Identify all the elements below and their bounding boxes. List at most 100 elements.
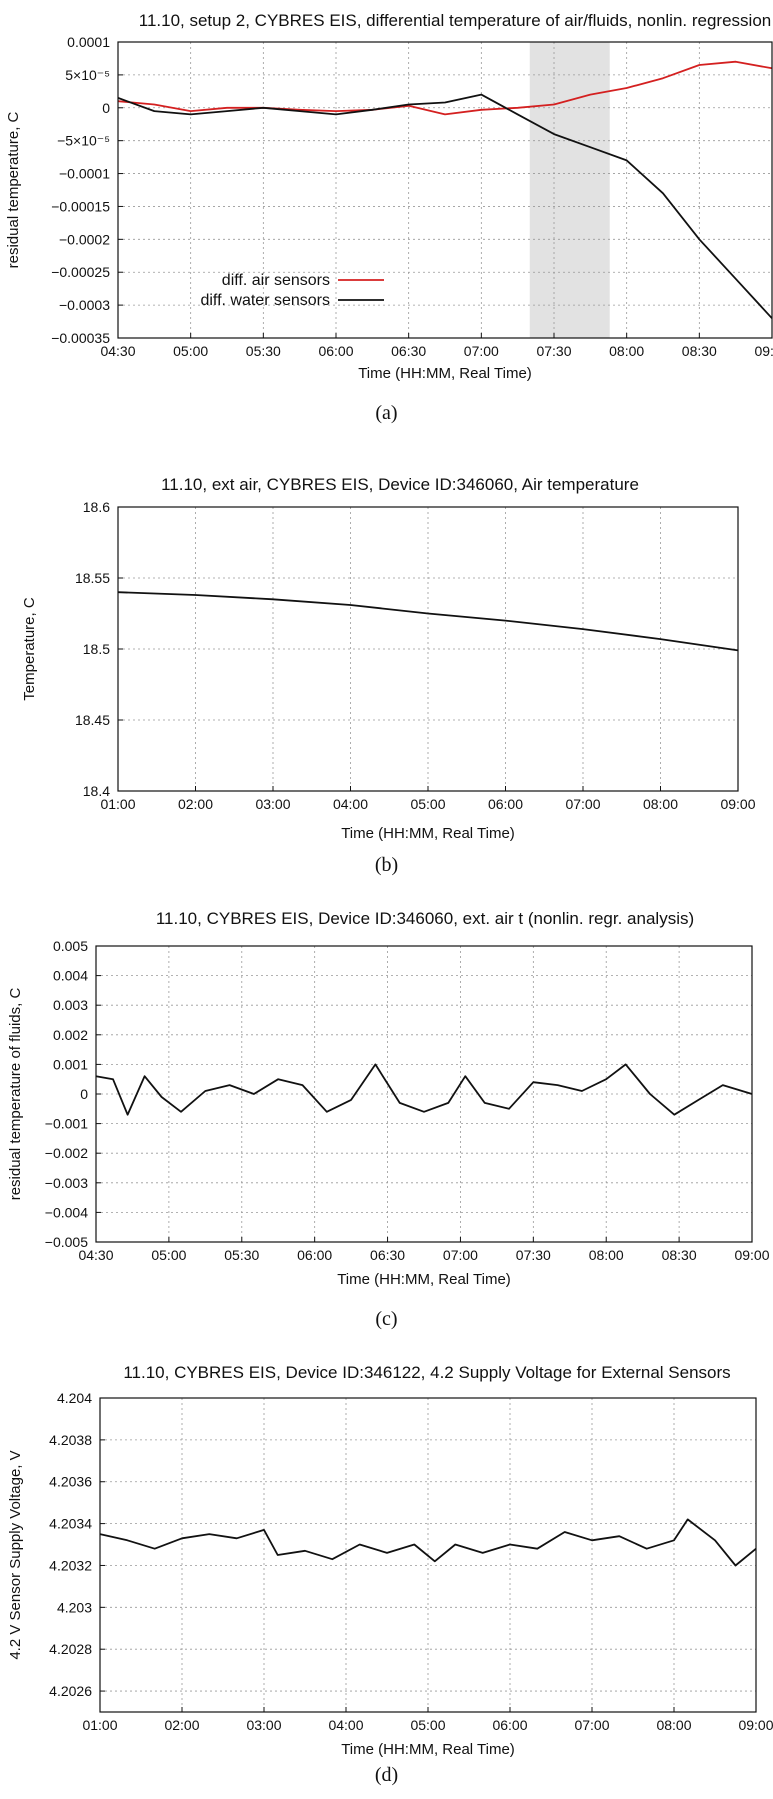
series-line-1 — [117, 93, 773, 319]
x-tick-label: 01:00 — [82, 1717, 117, 1733]
x-tick-label: 09:00 — [754, 343, 773, 359]
y-tick-label: −0.005 — [45, 1234, 88, 1250]
chart-a-title: 11.10, setup 2, CYBRES EIS, differential… — [139, 11, 772, 30]
x-tick-label: 06:30 — [370, 1247, 405, 1263]
y-axis-label: Temperature, C — [21, 597, 38, 701]
series-line-0 — [117, 60, 773, 116]
y-tick-label: 0 — [102, 100, 110, 116]
x-tick-label: 05:30 — [246, 343, 281, 359]
series-line-0 — [117, 591, 739, 652]
x-tick-label: 08:00 — [609, 343, 644, 359]
y-axis-label: residual temperature, C — [5, 111, 22, 268]
chart-a-caption: (a) — [375, 402, 398, 424]
shaded-region — [529, 42, 610, 338]
y-tick-label: −0.0001 — [59, 166, 110, 182]
y-tick-label: 4.2028 — [49, 1641, 92, 1657]
x-tick-label: 07:30 — [536, 343, 571, 359]
x-tick-label: 08:00 — [656, 1717, 691, 1733]
plot-frame — [117, 506, 739, 792]
y-tick-label: −0.002 — [45, 1145, 88, 1161]
x-tick-label: 06:00 — [297, 1247, 332, 1263]
x-axis-label: Time (HH:MM, Real Time) — [341, 825, 515, 842]
x-axis-label: Time (HH:MM, Real Time) — [337, 1271, 511, 1288]
x-axis-label: Time (HH:MM, Real Time) — [341, 1741, 515, 1758]
x-tick-label: 07:00 — [574, 1717, 609, 1733]
y-tick-label: −0.0003 — [59, 297, 110, 313]
x-tick-label: 06:00 — [492, 1717, 527, 1733]
chart-panel-b: 11.10, ext air, CYBRES EIS, Device ID:34… — [0, 432, 773, 888]
y-tick-label: 4.203 — [57, 1599, 92, 1615]
chart-b-caption: (b) — [374, 854, 399, 876]
y-tick-label: −0.00035 — [51, 330, 110, 346]
y-tick-label: 4.204 — [57, 1390, 92, 1406]
y-tick-label: 0.002 — [53, 1027, 88, 1043]
chart-a-svg: 11.10, setup 2, CYBRES EIS, differential… — [5, 11, 773, 382]
x-tick-label: 06:00 — [488, 796, 523, 812]
y-tick-label: 18.55 — [75, 570, 110, 586]
x-tick-label: 03:00 — [255, 796, 290, 812]
chart-d-title: 11.10, CYBRES EIS, Device ID:346122, 4.2… — [123, 1363, 730, 1382]
x-tick-label: 09:00 — [720, 796, 755, 812]
x-tick-label: 09:00 — [734, 1247, 769, 1263]
x-axis-label: Time (HH:MM, Real Time) — [358, 365, 532, 382]
chart-c-title: 11.10, CYBRES EIS, Device ID:346060, ext… — [156, 909, 694, 928]
x-tick-label: 08:00 — [589, 1247, 624, 1263]
x-tick-label: 08:30 — [682, 343, 717, 359]
chart-d-caption: (d) — [374, 1764, 399, 1786]
x-tick-label: 08:30 — [662, 1247, 697, 1263]
x-tick-label: 07:30 — [516, 1247, 551, 1263]
x-tick-label: 04:00 — [333, 796, 368, 812]
x-tick-label: 02:00 — [164, 1717, 199, 1733]
y-tick-label: 0.004 — [53, 968, 88, 984]
chart-c-caption: (c) — [375, 1308, 398, 1330]
chart-c-svg: 11.10, CYBRES EIS, Device ID:346060, ext… — [7, 909, 770, 1288]
x-tick-label: 06:30 — [391, 343, 426, 359]
y-tick-label: 0 — [80, 1086, 88, 1102]
chart-panel-a: 11.10, setup 2, CYBRES EIS, differential… — [0, 0, 773, 432]
y-tick-label: 0.0001 — [67, 34, 110, 50]
y-tick-label: 18.4 — [83, 783, 110, 799]
y-tick-label: 4.2026 — [49, 1683, 92, 1699]
chart-panel-d: 11.10, CYBRES EIS, Device ID:346122, 4.2… — [0, 1332, 773, 1799]
y-axis-label: 4.2 V Sensor Supply Voltage, V — [7, 1450, 24, 1659]
x-tick-label: 07:00 — [443, 1247, 478, 1263]
y-tick-label: −0.003 — [45, 1175, 88, 1191]
chart-d-svg: 11.10, CYBRES EIS, Device ID:346122, 4.2… — [7, 1363, 773, 1758]
y-axis-label: residual temperature of fluids, C — [7, 988, 24, 1201]
x-tick-label: 05:00 — [410, 796, 445, 812]
y-tick-label: 5×10⁻⁵ — [65, 67, 110, 83]
y-tick-label: −5×10⁻⁵ — [57, 133, 110, 149]
plot-frame — [95, 945, 753, 1243]
x-tick-label: 04:00 — [328, 1717, 363, 1733]
x-tick-label: 01:00 — [100, 796, 135, 812]
x-tick-label: 05:00 — [151, 1247, 186, 1263]
x-tick-label: 04:30 — [78, 1247, 113, 1263]
y-tick-label: 4.2036 — [49, 1474, 92, 1490]
x-tick-label: 05:00 — [173, 343, 208, 359]
plot-frame — [99, 1397, 757, 1713]
y-tick-label: 18.6 — [83, 499, 110, 515]
y-tick-label: 0.003 — [53, 997, 88, 1013]
y-tick-label: 0.001 — [53, 1056, 88, 1072]
y-tick-label: 0.005 — [53, 938, 88, 954]
x-tick-label: 05:00 — [410, 1717, 445, 1733]
plot-frame — [117, 41, 773, 339]
y-tick-label: −0.0002 — [59, 231, 110, 247]
x-tick-label: 08:00 — [643, 796, 678, 812]
legend-label: diff. air sensors — [222, 272, 330, 289]
y-tick-label: 4.2032 — [49, 1557, 92, 1573]
x-tick-label: 03:00 — [246, 1717, 281, 1733]
x-tick-label: 09:00 — [738, 1717, 773, 1733]
series-line-0 — [95, 1063, 753, 1116]
x-tick-label: 05:30 — [224, 1247, 259, 1263]
y-tick-label: 4.2034 — [49, 1516, 92, 1532]
series-line-0 — [99, 1518, 757, 1567]
y-tick-label: 18.45 — [75, 712, 110, 728]
y-tick-label: −0.004 — [45, 1204, 88, 1220]
x-tick-label: 07:00 — [565, 796, 600, 812]
chart-b-svg: 11.10, ext air, CYBRES EIS, Device ID:34… — [21, 475, 756, 842]
x-tick-label: 04:30 — [100, 343, 135, 359]
x-tick-label: 06:00 — [318, 343, 353, 359]
y-tick-label: 4.2038 — [49, 1432, 92, 1448]
x-tick-label: 07:00 — [464, 343, 499, 359]
